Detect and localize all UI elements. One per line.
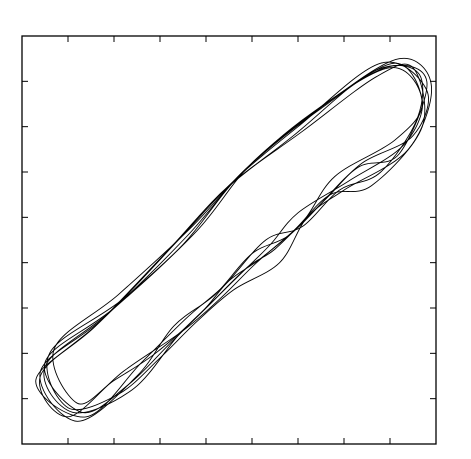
series-line-1 [43,67,424,414]
plot-frame [21,35,437,445]
series-line-7 [39,63,426,418]
series-lines [35,57,432,422]
series-line-3 [46,57,432,411]
axis-ticks [22,36,436,444]
series-line-4 [35,65,424,418]
series-line-2 [39,61,429,422]
series-line-6 [52,62,423,405]
series-line-5 [43,64,428,414]
